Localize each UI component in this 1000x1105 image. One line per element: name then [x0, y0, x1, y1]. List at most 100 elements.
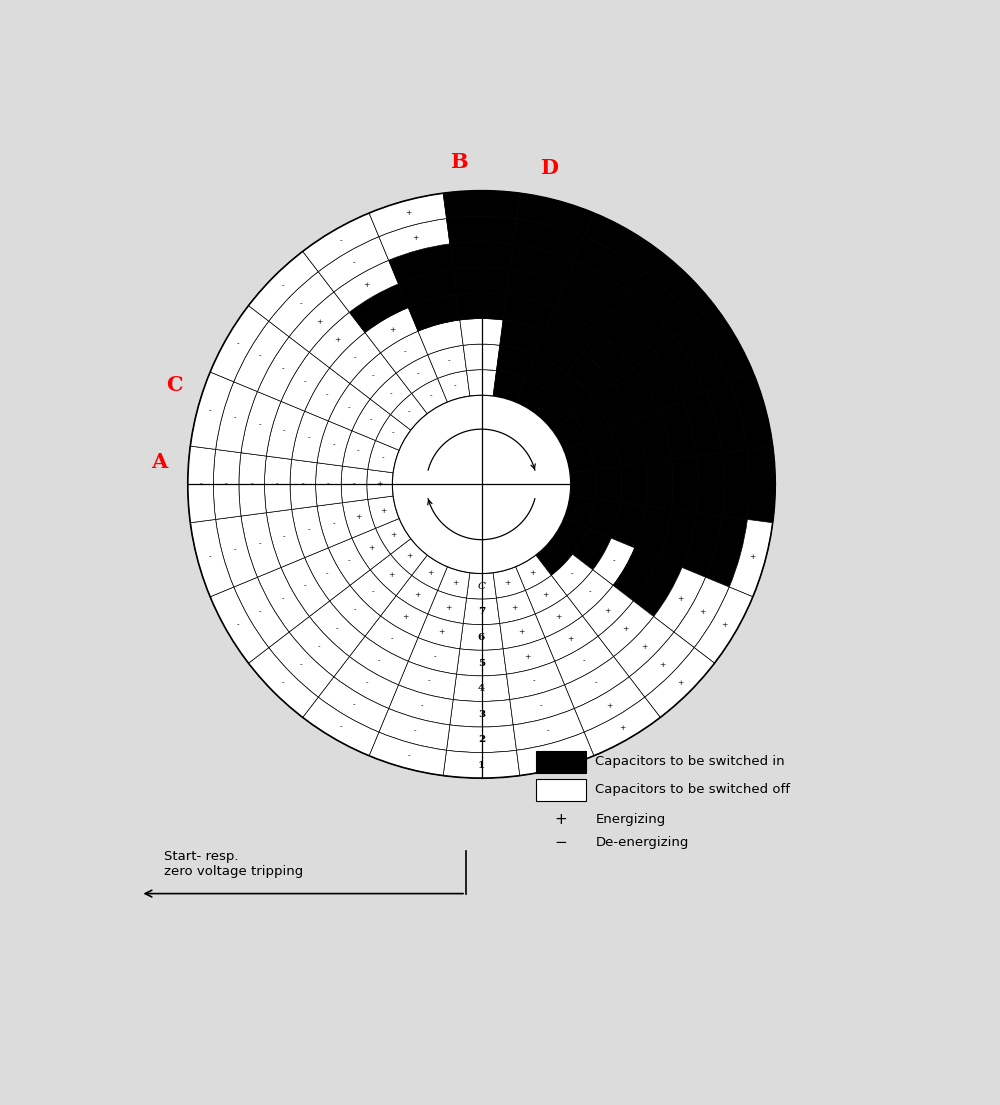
Text: +: +: [511, 603, 518, 611]
Text: B: B: [450, 152, 468, 172]
Wedge shape: [234, 577, 289, 648]
Wedge shape: [342, 499, 376, 538]
Wedge shape: [633, 558, 682, 617]
Text: +: +: [412, 234, 419, 242]
Text: +: +: [529, 569, 536, 577]
Wedge shape: [614, 617, 674, 677]
Wedge shape: [545, 307, 598, 352]
Wedge shape: [241, 391, 281, 456]
Text: +: +: [505, 579, 511, 587]
Text: Start- resp.
zero voltage tripping: Start- resp. zero voltage tripping: [164, 850, 303, 878]
Wedge shape: [517, 733, 594, 776]
Wedge shape: [369, 733, 446, 776]
Text: -: -: [303, 378, 306, 387]
Text: +: +: [677, 680, 683, 687]
Text: -: -: [281, 596, 284, 603]
Text: +: +: [606, 702, 612, 709]
Text: De-energizing: De-energizing: [595, 836, 689, 849]
Wedge shape: [269, 272, 334, 337]
Text: C: C: [166, 375, 182, 394]
Text: +: +: [363, 282, 370, 290]
Wedge shape: [587, 499, 621, 538]
Text: -: -: [353, 481, 355, 488]
Wedge shape: [446, 725, 517, 753]
Wedge shape: [645, 648, 715, 717]
Wedge shape: [330, 586, 381, 636]
Wedge shape: [555, 284, 614, 333]
Wedge shape: [611, 503, 646, 548]
Text: -: -: [533, 677, 536, 686]
Text: -: -: [283, 534, 286, 541]
Wedge shape: [190, 372, 234, 450]
Text: +: +: [334, 336, 340, 344]
Wedge shape: [613, 548, 658, 601]
Text: -: -: [300, 661, 302, 669]
Wedge shape: [305, 368, 350, 421]
Wedge shape: [318, 677, 389, 733]
Wedge shape: [418, 320, 463, 355]
Wedge shape: [674, 577, 729, 648]
Wedge shape: [248, 251, 318, 322]
Wedge shape: [408, 295, 460, 332]
Wedge shape: [389, 244, 453, 284]
Text: -: -: [332, 520, 335, 528]
Wedge shape: [467, 572, 496, 599]
Wedge shape: [614, 292, 674, 352]
Wedge shape: [621, 463, 647, 506]
Text: D: D: [540, 158, 558, 178]
Wedge shape: [438, 370, 470, 402]
Wedge shape: [210, 306, 269, 382]
Wedge shape: [389, 685, 453, 725]
Wedge shape: [525, 576, 567, 614]
Wedge shape: [396, 576, 438, 614]
Text: -: -: [327, 481, 330, 488]
Text: -: -: [447, 357, 450, 366]
Wedge shape: [582, 586, 633, 636]
Wedge shape: [341, 466, 368, 503]
Text: -: -: [325, 570, 328, 578]
Wedge shape: [552, 414, 587, 451]
Text: +: +: [750, 554, 756, 561]
Text: +: +: [415, 591, 421, 599]
Wedge shape: [629, 272, 694, 337]
Text: -: -: [308, 527, 310, 535]
Wedge shape: [303, 213, 379, 272]
Wedge shape: [635, 506, 671, 558]
Wedge shape: [303, 697, 379, 756]
Wedge shape: [369, 193, 446, 236]
Wedge shape: [367, 470, 393, 499]
Text: -: -: [354, 607, 356, 614]
Text: -: -: [390, 390, 393, 398]
Wedge shape: [694, 306, 753, 382]
Wedge shape: [248, 648, 318, 717]
Wedge shape: [334, 656, 398, 708]
Text: +: +: [389, 326, 395, 334]
Wedge shape: [697, 453, 724, 516]
Wedge shape: [598, 601, 654, 656]
Text: 3: 3: [478, 709, 485, 718]
Text: +: +: [568, 635, 574, 643]
Text: 6: 6: [478, 633, 485, 642]
Wedge shape: [535, 332, 582, 373]
Text: -: -: [348, 557, 350, 565]
Wedge shape: [412, 378, 447, 413]
Wedge shape: [428, 346, 467, 378]
Text: -: -: [209, 408, 211, 415]
Text: +: +: [699, 608, 706, 617]
Wedge shape: [633, 352, 682, 411]
Wedge shape: [551, 373, 593, 414]
Wedge shape: [305, 548, 350, 601]
Text: +: +: [376, 481, 383, 488]
Text: -: -: [282, 680, 284, 687]
Wedge shape: [408, 638, 460, 674]
Wedge shape: [289, 292, 349, 352]
Wedge shape: [654, 337, 706, 401]
Wedge shape: [463, 598, 500, 624]
Wedge shape: [457, 293, 506, 320]
Wedge shape: [500, 614, 545, 649]
Wedge shape: [510, 685, 574, 725]
Wedge shape: [467, 370, 496, 396]
Wedge shape: [376, 414, 411, 451]
Wedge shape: [722, 450, 750, 519]
Text: -: -: [357, 448, 360, 455]
